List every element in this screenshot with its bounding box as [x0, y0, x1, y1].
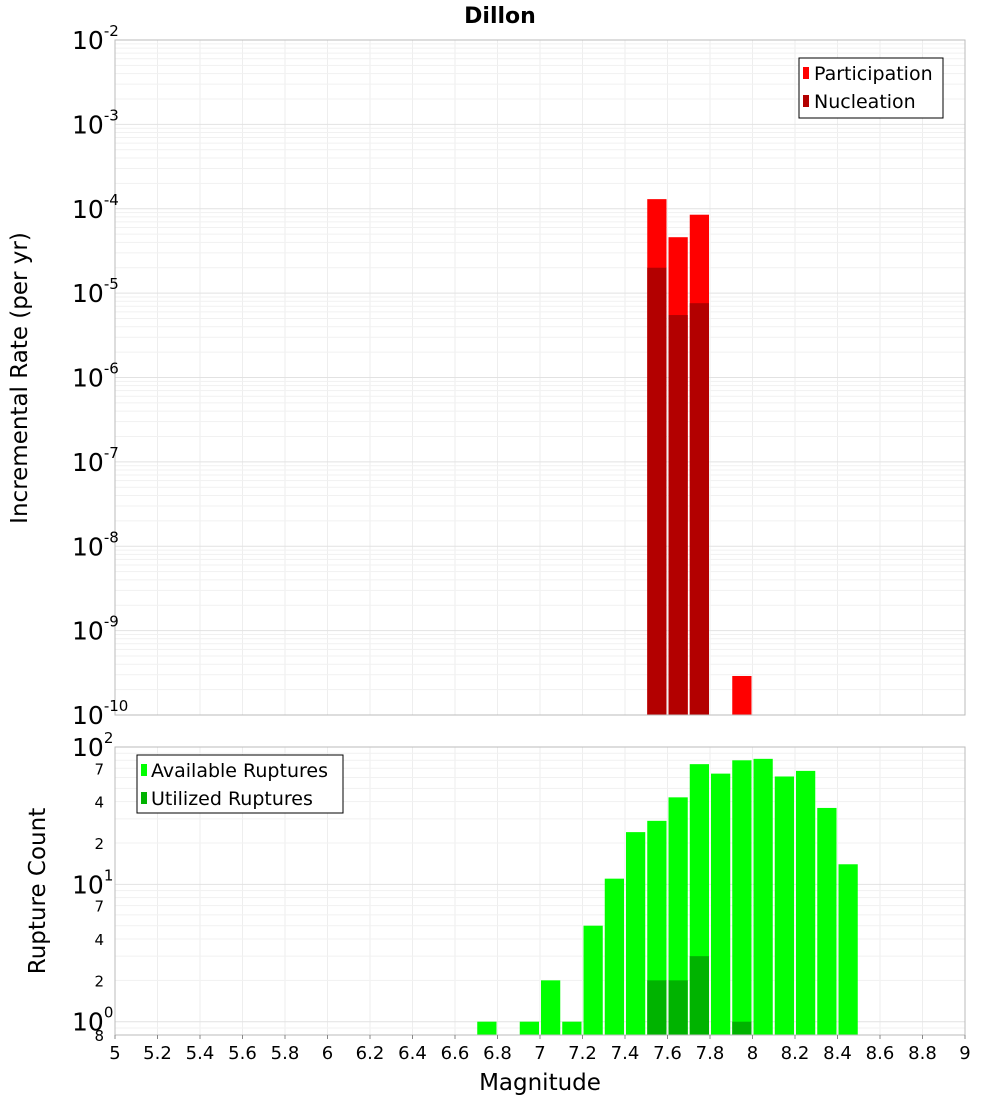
bottom-bar-s2 [668, 980, 688, 1035]
top-bars [647, 199, 752, 716]
x-tick-label: 5.2 [143, 1043, 172, 1064]
bottom-y-minor-label: 7 [94, 898, 104, 916]
bottom-bar-s1 [541, 980, 561, 1035]
bottom-y-ticks: 102 101 100 7 4 2 7 4 2 8 [72, 729, 113, 1045]
x-tick-label: 5.6 [228, 1043, 257, 1064]
top-legend-box [798, 57, 944, 119]
x-tick-label: 6 [322, 1043, 333, 1064]
x-tick-label: 6.8 [483, 1043, 512, 1064]
x-tick-label: 7.4 [611, 1043, 640, 1064]
x-tick-label: 9 [959, 1043, 970, 1064]
bottom-bar-s1 [604, 878, 624, 1035]
bottom-bar-s1 [583, 925, 603, 1035]
bottom-y-axis-label: Rupture Count [25, 808, 51, 974]
legend-swatch-participation [803, 67, 809, 79]
legend-label-nucleation: Nucleation [814, 91, 916, 113]
x-tick-label: 6.6 [441, 1043, 470, 1064]
bottom-legend-box [136, 754, 344, 814]
chart-title: Dillon [464, 4, 536, 29]
bottom-y-tick-label: 101 [72, 866, 113, 899]
x-tick-label: 7.6 [653, 1043, 682, 1064]
x-tick-label: 8.4 [823, 1043, 852, 1064]
bottom-y-minor-label: 7 [94, 760, 104, 778]
top-y-tick-label: 10-6 [72, 360, 119, 393]
top-y-tick-label: 10-9 [72, 613, 119, 646]
top-bar-s2 [647, 267, 667, 715]
bottom-y-minor-label: 4 [94, 931, 104, 949]
top-bar-s1 [732, 675, 752, 715]
top-y-axis-label: Incremental Rate (per yr) [7, 232, 33, 524]
bottom-bar-s1 [519, 1021, 539, 1035]
bottom-bar-s1 [838, 864, 858, 1035]
x-tick-label: 7.2 [568, 1043, 597, 1064]
x-tick-label: 8 [747, 1043, 758, 1064]
bottom-bar-s1 [753, 758, 773, 1035]
x-tick-label: 8.2 [781, 1043, 810, 1064]
legend-label-participation: Participation [814, 63, 933, 85]
bottom-legend: Available Ruptures Utilized Ruptures [136, 754, 344, 814]
x-tick-label: 6.4 [398, 1043, 427, 1064]
bottom-y-minor-label: 4 [94, 794, 104, 812]
bottom-bar-s2 [647, 980, 667, 1035]
top-y-tick-label: 10-2 [72, 22, 119, 55]
top-y-tick-label: 10-7 [72, 444, 119, 477]
incremental-rate-panel: 10-2 10-3 10-4 10-5 10-6 10-7 10-8 10-9 10-10 In… [7, 22, 966, 730]
top-y-ticks: 10-2 10-3 10-4 10-5 10-6 10-7 10-8 10-9 10-10 [72, 22, 128, 730]
bottom-bar-s1 [732, 760, 752, 1035]
top-grid [114, 39, 966, 716]
x-tick-label: 8.6 [866, 1043, 895, 1064]
bottom-bar-s2 [689, 956, 709, 1035]
bottom-y-minor-label: 8 [94, 1027, 104, 1045]
bottom-bar-s1 [711, 773, 731, 1035]
bottom-bar-s1 [668, 797, 688, 1035]
bottom-bar-s1 [796, 770, 816, 1035]
x-tick-label: 7.8 [696, 1043, 725, 1064]
top-y-tick-label: 10-8 [72, 528, 119, 561]
x-tick-label: 5 [109, 1043, 120, 1064]
x-tick-label: 5.8 [271, 1043, 300, 1064]
top-plot-border [114, 39, 966, 716]
bottom-bar-s1 [562, 1021, 582, 1035]
bottom-bar-s2 [732, 1021, 752, 1035]
rupture-count-panel: 102 101 100 7 4 2 7 4 2 8 5 5.2 5.4 5.6 5.8 6 6.2 6.4 6.6… [25, 729, 971, 1096]
x-tick-label: 6.2 [356, 1043, 385, 1064]
bottom-bar-s1 [817, 807, 837, 1035]
x-axis-label: Magnitude [479, 1070, 601, 1096]
bottom-y-tick-label: 100 [72, 1004, 113, 1037]
bottom-y-minor-label: 2 [94, 835, 104, 853]
top-y-tick-label: 10-5 [72, 275, 119, 308]
top-y-tick-label: 10-10 [72, 697, 128, 730]
legend-label-available: Available Ruptures [151, 760, 328, 782]
legend-swatch-utilized [141, 792, 147, 804]
bottom-y-minor-label: 2 [94, 972, 104, 990]
top-bar-s2 [668, 315, 688, 715]
legend-swatch-nucleation [803, 95, 809, 107]
x-ticks: 5 5.2 5.4 5.6 5.8 6 6.2 6.4 6.6 6.8 7 7.2 7.4 7.6 7.8 8… [109, 1035, 971, 1064]
bottom-bar-s1 [477, 1021, 497, 1035]
bottom-bars [477, 758, 858, 1035]
top-y-tick-label: 10-3 [72, 106, 119, 139]
bottom-bar-s1 [626, 832, 646, 1035]
legend-swatch-available [141, 764, 147, 776]
legend-label-utilized: Utilized Ruptures [151, 788, 313, 810]
top-legend: Participation Nucleation [798, 57, 944, 119]
x-tick-label: 7 [534, 1043, 545, 1064]
x-tick-label: 8.8 [908, 1043, 937, 1064]
x-tick-label: 5.4 [186, 1043, 215, 1064]
bottom-bar-s1 [774, 776, 794, 1035]
bottom-y-tick-label: 102 [72, 729, 113, 762]
top-bar-s2 [689, 303, 709, 715]
top-y-tick-label: 10-4 [72, 191, 119, 224]
